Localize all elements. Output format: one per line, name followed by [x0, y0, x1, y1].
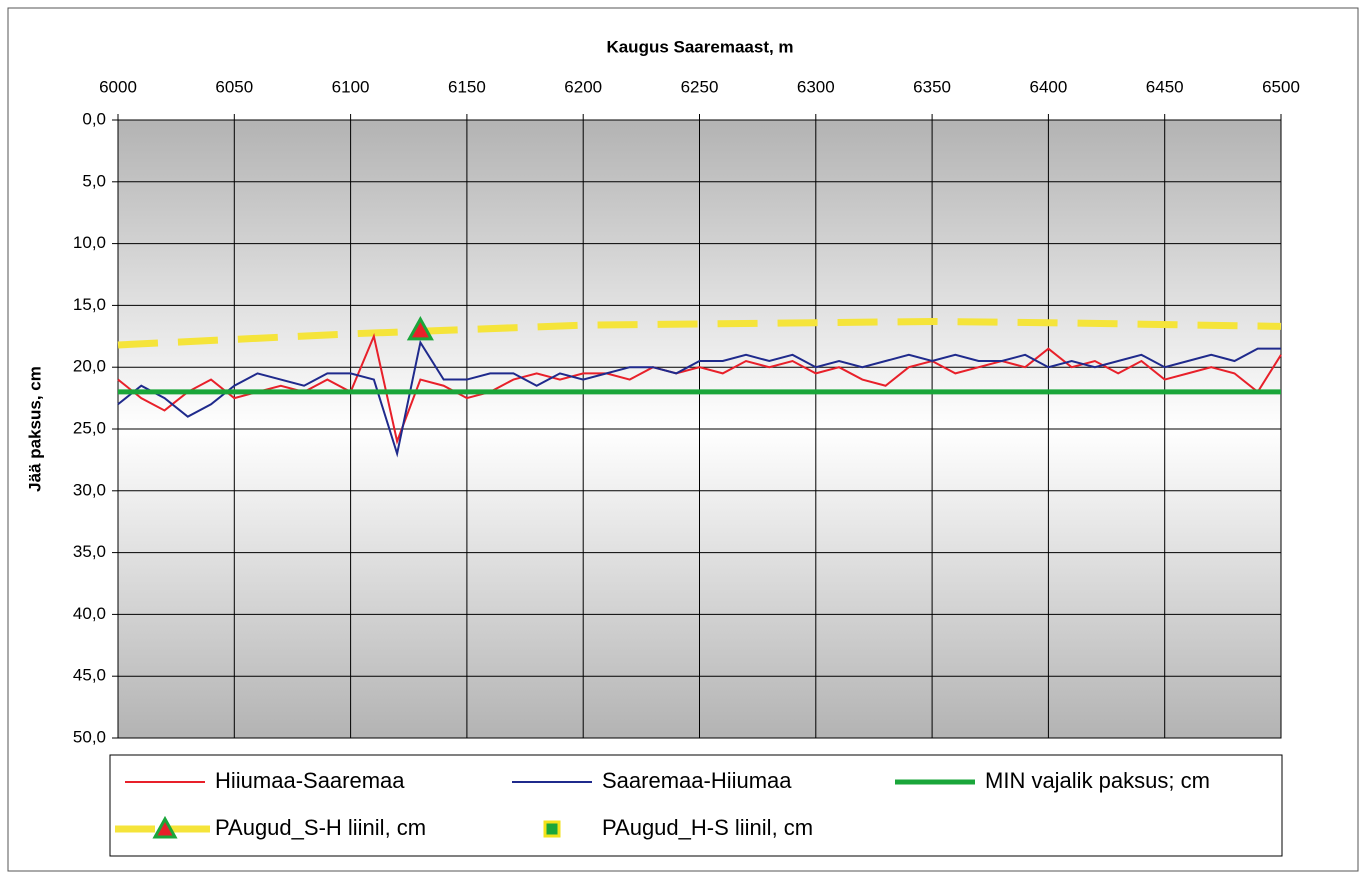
y-tick-label: 40,0	[73, 604, 106, 623]
plot-border	[117, 119, 1282, 739]
y-tick-label: 50,0	[73, 727, 106, 746]
x-tick-label: 6300	[797, 77, 835, 96]
legend-label: Hiiumaa-Saaremaa	[215, 768, 405, 793]
marker	[406, 316, 434, 341]
x-tick-label: 6400	[1029, 77, 1067, 96]
data-line	[117, 333, 1282, 445]
trendline	[117, 317, 1282, 349]
x-tick-label: 6500	[1262, 77, 1300, 96]
y-tick-label: 0,0	[82, 109, 106, 128]
legend-label: Saaremaa-Hiiumaa	[602, 768, 792, 793]
x-tick-label: 6000	[99, 77, 137, 96]
legend-label: PAugud_H-S liinil, cm	[602, 815, 813, 840]
y-tick-label: 30,0	[73, 480, 106, 499]
legend	[109, 754, 1283, 857]
legend-label: PAugud_S-H liinil, cm	[215, 815, 426, 840]
legend-swatch	[152, 815, 178, 839]
y-tick-label: 5,0	[82, 171, 106, 190]
y-tick-label: 20,0	[73, 357, 106, 376]
y-axis-title: Jää paksus, cm	[25, 366, 44, 492]
y-tick-label: 10,0	[73, 233, 106, 252]
y-tick-label: 35,0	[73, 542, 106, 561]
y-tick-label: 25,0	[73, 418, 106, 437]
legend-swatch	[543, 820, 561, 838]
y-tick-label: 45,0	[73, 666, 106, 685]
x-tick-label: 6050	[215, 77, 253, 96]
x-tick-label: 6200	[564, 77, 602, 96]
x-tick-label: 6350	[913, 77, 951, 96]
x-tick-label: 6150	[448, 77, 486, 96]
x-tick-label: 6100	[332, 77, 370, 96]
y-tick-label: 15,0	[73, 295, 106, 314]
legend-label: MIN vajalik paksus; cm	[985, 768, 1210, 793]
x-axis-title: Kaugus Saaremaast, m	[606, 37, 793, 56]
x-tick-label: 6450	[1146, 77, 1184, 96]
data-line	[117, 339, 1281, 458]
x-tick-label: 6250	[681, 77, 719, 96]
